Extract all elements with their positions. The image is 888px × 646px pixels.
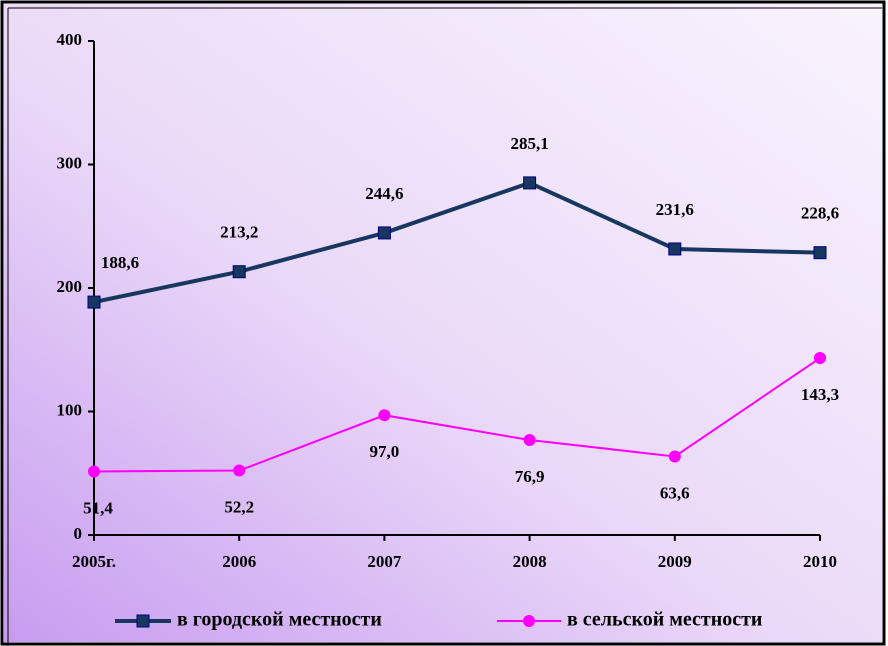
x-tick-label: 2010: [803, 552, 837, 571]
series-line: [93, 357, 821, 473]
data-label: 51,4: [83, 498, 113, 517]
marker: [136, 614, 150, 628]
marker: [523, 615, 535, 627]
marker: [233, 464, 246, 477]
marker: [88, 465, 100, 478]
marker: [813, 246, 827, 260]
data-label: 285,1: [510, 134, 548, 153]
marker: [232, 265, 246, 279]
data-label: 231,6: [656, 200, 694, 219]
data-label: 63,6: [660, 483, 690, 502]
y-tick-label: 200: [57, 277, 83, 296]
data-label: 213,2: [220, 223, 258, 242]
marker: [523, 176, 537, 190]
data-label: 76,9: [515, 467, 545, 486]
data-label: 52,2: [224, 497, 254, 516]
marker: [668, 450, 681, 463]
legend-label: в сельской местности: [567, 609, 762, 631]
x-tick-label: 2005г.: [72, 552, 116, 571]
y-tick-label: 300: [57, 153, 83, 172]
marker: [87, 295, 101, 309]
y-tick-label: 0: [74, 524, 83, 543]
series-line: [93, 180, 821, 305]
x-tick-label: 2008: [513, 552, 547, 571]
y-tick-label: 400: [57, 30, 83, 49]
marker: [378, 409, 391, 422]
data-label: 97,0: [370, 442, 400, 461]
background: [4, 4, 882, 642]
legend-label: в городской местности: [177, 609, 382, 631]
marker: [377, 226, 391, 240]
x-tick-label: 2007: [367, 552, 402, 571]
data-label: 244,6: [365, 184, 403, 203]
data-label: 188,6: [101, 253, 139, 272]
marker: [668, 242, 682, 256]
marker: [523, 434, 536, 447]
x-tick-label: 2009: [658, 552, 692, 571]
x-tick-label: 2006: [222, 552, 256, 571]
data-label: 228,6: [801, 204, 839, 223]
y-tick-label: 100: [57, 400, 83, 419]
data-label: 143,3: [801, 385, 839, 404]
marker: [814, 352, 826, 365]
